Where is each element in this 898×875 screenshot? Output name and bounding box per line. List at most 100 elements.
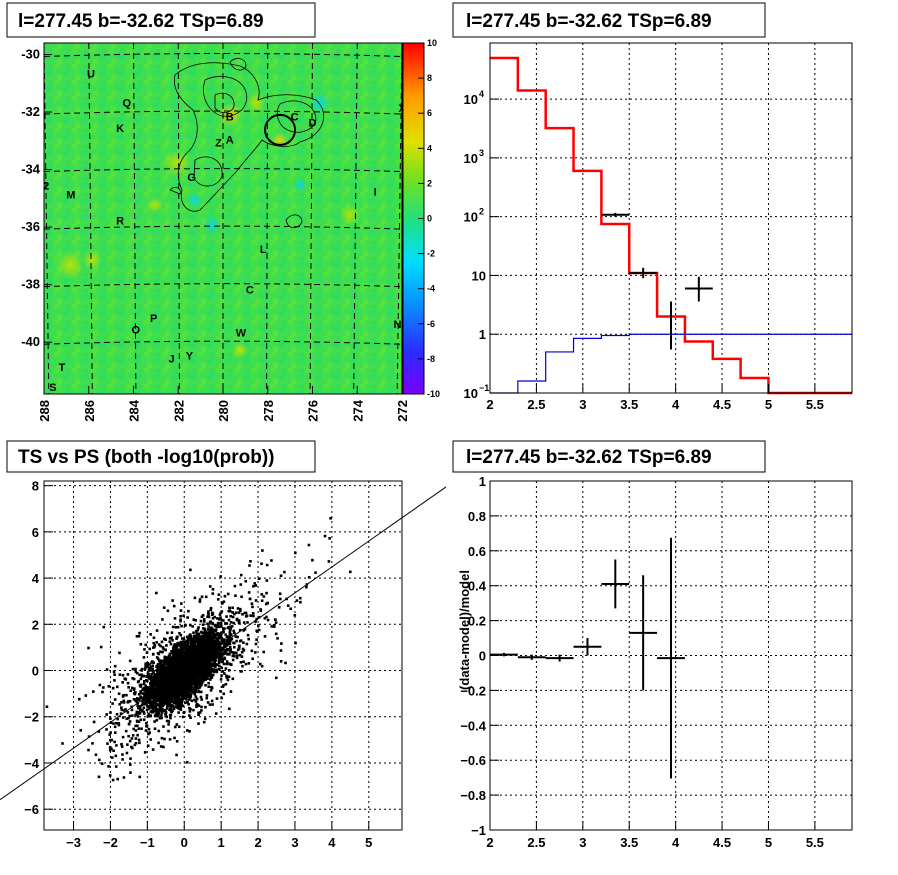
scatter-point [161, 650, 164, 654]
x-tick-label: 272 [395, 400, 410, 422]
scatter-point [207, 685, 210, 689]
scatter-point [184, 645, 188, 648]
scatter-point [177, 725, 181, 729]
scatter-point [199, 672, 203, 676]
scatter-point [222, 646, 225, 650]
x-tick-label: 2.5 [527, 397, 545, 412]
scatter-point [179, 705, 183, 709]
scatter-point [180, 637, 184, 640]
scatter-point [113, 725, 117, 729]
scatter-point [254, 599, 258, 602]
scatter-point [209, 671, 212, 674]
scatter-point [298, 596, 302, 600]
scatter-point [189, 708, 192, 711]
scatter-point [134, 741, 138, 745]
scatter-point [220, 696, 223, 700]
scatter-point [169, 707, 173, 711]
scatter-point [206, 615, 209, 619]
scatter-point [171, 695, 174, 699]
scatter-point [165, 656, 168, 659]
scatter-point [242, 660, 245, 664]
scatter-point [135, 710, 139, 714]
scatter-point [131, 714, 134, 717]
scatter-point [226, 678, 230, 682]
scatter-point [220, 610, 224, 613]
scatter-point [224, 667, 228, 670]
scatter-point [193, 596, 197, 600]
scatter-point [137, 727, 141, 730]
x-tick-label: 280 [216, 400, 231, 422]
scatter-point [143, 667, 147, 670]
scatter-point [187, 646, 191, 650]
scatter-point [197, 690, 201, 694]
scatter-point [265, 579, 269, 582]
scatter-point [133, 692, 137, 696]
scatter-point [129, 757, 132, 760]
scatter-point [180, 674, 183, 677]
scatter-point [140, 703, 144, 706]
scatter-point [198, 638, 202, 642]
scatter-point [188, 710, 192, 713]
scatter-point [173, 692, 176, 696]
scatter-point [140, 727, 143, 730]
scatter-point [224, 622, 227, 625]
scatter-point [217, 593, 221, 596]
source-label: B [226, 112, 234, 124]
scatter-point [192, 638, 196, 641]
x-tick-label: 4.5 [713, 397, 731, 412]
scatter-point [201, 627, 205, 630]
scatter-point [160, 640, 164, 644]
scatter-point [250, 602, 254, 606]
scatter-point [173, 617, 177, 620]
scatter-point [156, 663, 160, 666]
scatter-point [160, 707, 163, 711]
scatter-point [151, 707, 155, 711]
scatter-point [158, 697, 161, 701]
scatter-point [232, 621, 236, 625]
scatter-point [188, 730, 191, 733]
target-source-marker [264, 113, 297, 146]
scatter-point [173, 643, 177, 646]
colorbar-tick-label: -6 [427, 319, 435, 329]
scatter-point [237, 621, 241, 624]
scatter-point [227, 618, 231, 622]
scatter-point [195, 684, 199, 688]
scatter-point [203, 659, 207, 663]
scatter-point [204, 634, 208, 638]
x-tick-label: 284 [127, 399, 142, 421]
scatter-point [168, 668, 171, 672]
x-tick-label: 276 [306, 400, 321, 422]
scatter-point [228, 640, 231, 643]
longitude-gridline [133, 42, 137, 395]
map-intensity-blob [340, 205, 360, 225]
scatter-point [225, 638, 228, 642]
scatter-point [199, 690, 203, 694]
scatter-point [157, 643, 161, 646]
scatter-point [189, 635, 193, 638]
scatter-point [179, 602, 183, 605]
scatter-point [109, 711, 112, 714]
source-label: U [87, 69, 95, 81]
scatter-point [293, 551, 297, 555]
scatter-point [146, 714, 150, 718]
scatter-point [147, 676, 151, 679]
y-tick-exponent: 4 [479, 89, 484, 99]
scatter-point [156, 657, 160, 661]
scatter-point [161, 696, 164, 699]
scatter-point [227, 675, 231, 679]
scatter-point [219, 575, 223, 578]
scatter-point [247, 591, 251, 594]
x-tick-label: 3 [579, 397, 586, 412]
scatter-point [127, 734, 130, 738]
scatter-point [229, 620, 233, 624]
scatter-point [113, 740, 116, 744]
scatter-point [195, 697, 199, 701]
scatter-point [137, 712, 141, 715]
scatter-point [186, 700, 189, 704]
scatter-point [227, 625, 231, 629]
scatter-point [181, 694, 185, 698]
scatter-point [162, 647, 165, 651]
colorbar-tick-label: -4 [427, 284, 435, 294]
scatter-point [231, 677, 235, 681]
scatter-point [147, 712, 150, 716]
